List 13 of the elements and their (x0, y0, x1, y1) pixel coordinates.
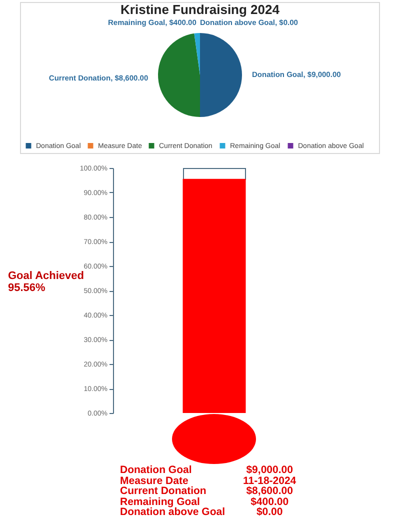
text: $0.00 (255, 506, 284, 518)
text: 95.56% (8, 282, 46, 294)
text: Measure Date (120, 474, 188, 487)
text: Donation above Goal (120, 506, 226, 518)
text: Donation Goal (120, 464, 193, 476)
text: $400.00 (250, 496, 289, 508)
text: $9,000.00 (245, 464, 294, 476)
text: Remaining Goal (120, 496, 201, 508)
text: Current Donation (120, 485, 208, 498)
chart-title: Kristine Fundraising 2024 (120, 2, 280, 17)
text: $8,600.00 (245, 485, 294, 498)
text: 11-18-2024 (242, 474, 296, 487)
text: Goal Achieved (8, 270, 84, 282)
